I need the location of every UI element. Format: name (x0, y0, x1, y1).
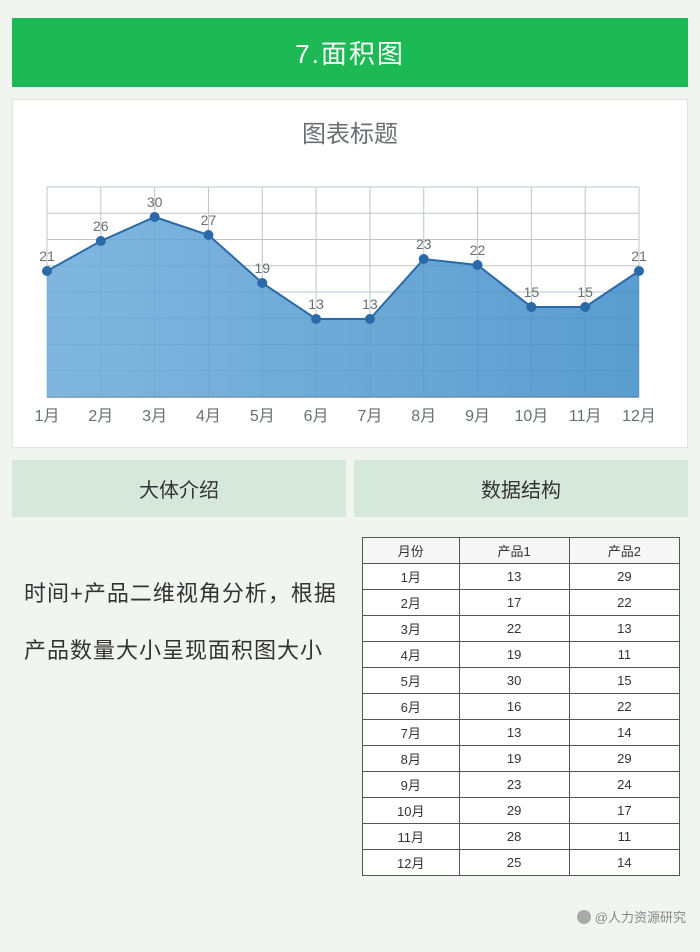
table-row: 9月2324 (363, 772, 680, 798)
svg-text:21: 21 (631, 248, 647, 264)
table-cell: 1月 (363, 564, 460, 590)
data-table: 月份产品1产品21月13292月17223月22134月19115月30156月… (362, 537, 680, 876)
section-headers: 大体介绍 数据结构 (12, 460, 688, 517)
table-cell: 2月 (363, 590, 460, 616)
table-cell: 30 (459, 668, 569, 694)
table-cell: 22 (459, 616, 569, 642)
table-cell: 23 (459, 772, 569, 798)
chart-card: 图表标题 21 26 30 27 19 13 13 23 22 15 15 21 1月 2月 3月 4月 5月 6… (12, 99, 688, 448)
table-cell: 11 (569, 642, 679, 668)
table-header-cell: 产品1 (459, 538, 569, 564)
table-cell: 13 (459, 564, 569, 590)
svg-text:3月: 3月 (142, 408, 167, 425)
table-cell: 17 (569, 798, 679, 824)
table-cell: 19 (459, 642, 569, 668)
svg-text:23: 23 (416, 236, 432, 252)
chart-title: 图表标题 (23, 114, 677, 149)
table-row: 7月1314 (363, 720, 680, 746)
svg-text:11月: 11月 (569, 408, 602, 425)
table-row: 12月2514 (363, 850, 680, 876)
svg-text:21: 21 (39, 248, 55, 264)
table-cell: 7月 (363, 720, 460, 746)
table-row: 10月2917 (363, 798, 680, 824)
section-header-right: 数据结构 (354, 460, 688, 517)
svg-text:15: 15 (524, 284, 540, 300)
table-cell: 3月 (363, 616, 460, 642)
table-cell: 5月 (363, 668, 460, 694)
table-header-cell: 产品2 (569, 538, 679, 564)
watermark-text: @人力资源研究 (595, 907, 686, 926)
table-row: 11月2811 (363, 824, 680, 850)
table-cell: 13 (569, 616, 679, 642)
table-cell: 25 (459, 850, 569, 876)
page-title: 7.面积图 (295, 39, 405, 69)
table-cell: 13 (459, 720, 569, 746)
table-cell: 29 (459, 798, 569, 824)
watermark-icon (577, 910, 591, 924)
table-cell: 12月 (363, 850, 460, 876)
svg-text:4月: 4月 (196, 408, 221, 425)
table-row: 4月1911 (363, 642, 680, 668)
intro-text: 时间+产品二维视角分析，根据产品数量大小呈现面积图大小 (12, 525, 354, 888)
svg-text:22: 22 (470, 242, 486, 258)
table-row: 2月1722 (363, 590, 680, 616)
svg-text:13: 13 (362, 296, 378, 312)
page-header: 7.面积图 (12, 18, 688, 87)
table-cell: 14 (569, 720, 679, 746)
table-cell: 22 (569, 590, 679, 616)
table-row: 8月1929 (363, 746, 680, 772)
svg-text:30: 30 (147, 194, 163, 210)
svg-text:26: 26 (93, 218, 109, 234)
table-header-cell: 月份 (363, 538, 460, 564)
table-row: 1月1329 (363, 564, 680, 590)
svg-text:19: 19 (254, 260, 270, 276)
svg-text:12月: 12月 (622, 408, 656, 425)
table-cell: 4月 (363, 642, 460, 668)
table-cell: 14 (569, 850, 679, 876)
svg-text:27: 27 (201, 212, 217, 228)
lower-row: 时间+产品二维视角分析，根据产品数量大小呈现面积图大小 月份产品1产品21月13… (12, 525, 688, 888)
table-row: 6月1622 (363, 694, 680, 720)
svg-text:5月: 5月 (250, 408, 275, 425)
svg-text:15: 15 (577, 284, 593, 300)
svg-text:7月: 7月 (357, 408, 382, 425)
table-cell: 24 (569, 772, 679, 798)
svg-text:10月: 10月 (514, 408, 548, 425)
table-row: 3月2213 (363, 616, 680, 642)
data-table-wrap: 月份产品1产品21月13292月17223月22134月19115月30156月… (354, 525, 688, 888)
svg-text:13: 13 (308, 296, 324, 312)
table-cell: 28 (459, 824, 569, 850)
table-cell: 9月 (363, 772, 460, 798)
table-row: 5月3015 (363, 668, 680, 694)
svg-text:1月: 1月 (35, 408, 60, 425)
table-cell: 29 (569, 746, 679, 772)
svg-text:8月: 8月 (411, 408, 436, 425)
table-cell: 6月 (363, 694, 460, 720)
table-cell: 16 (459, 694, 569, 720)
area-chart: 21 26 30 27 19 13 13 23 22 15 15 21 1月 2月 3月 4月 5月 6月 7月 8月… (23, 157, 663, 437)
watermark: @人力资源研究 (577, 907, 686, 926)
section-header-left: 大体介绍 (12, 460, 346, 517)
table-cell: 10月 (363, 798, 460, 824)
table-cell: 8月 (363, 746, 460, 772)
table-cell: 11月 (363, 824, 460, 850)
table-cell: 11 (569, 824, 679, 850)
table-cell: 29 (569, 564, 679, 590)
table-cell: 19 (459, 746, 569, 772)
table-cell: 17 (459, 590, 569, 616)
svg-text:9月: 9月 (465, 408, 490, 425)
table-cell: 15 (569, 668, 679, 694)
svg-text:2月: 2月 (88, 408, 113, 425)
svg-text:6月: 6月 (304, 408, 329, 425)
table-cell: 22 (569, 694, 679, 720)
